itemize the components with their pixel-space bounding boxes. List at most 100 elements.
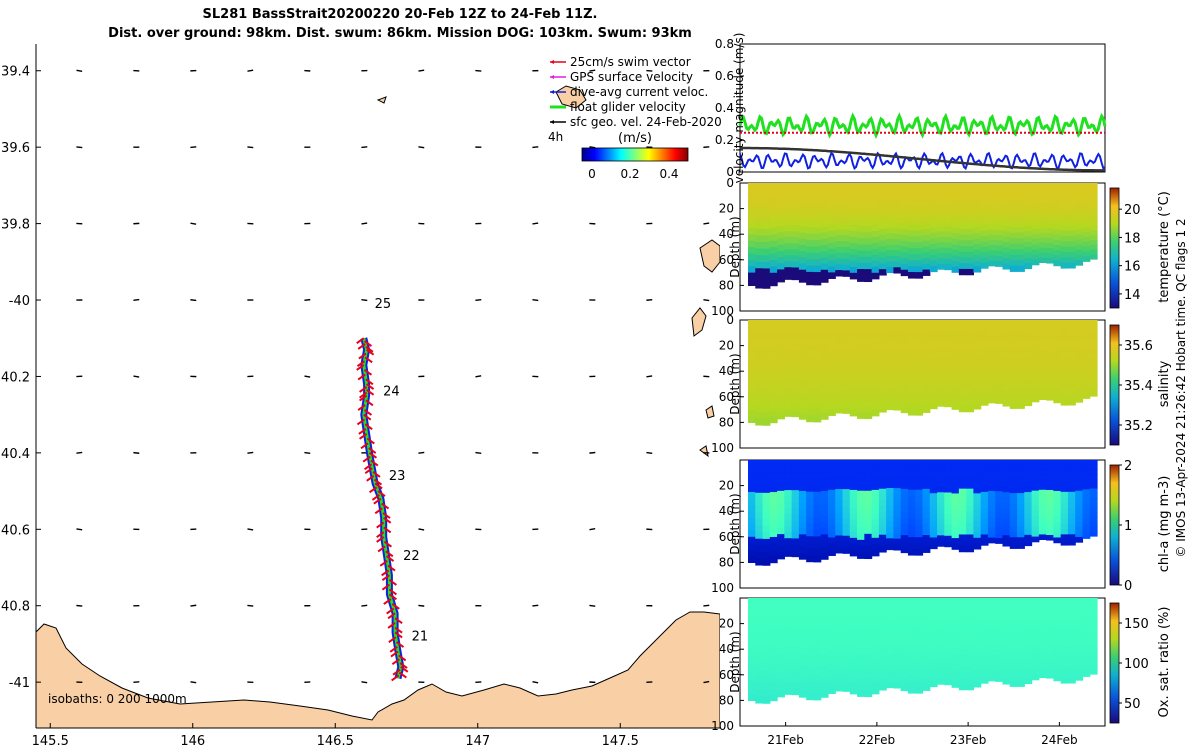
section-cell (871, 513, 880, 521)
section-cell (813, 402, 822, 410)
section-cell (973, 515, 982, 522)
section-cell (798, 226, 807, 234)
section-cell (835, 644, 844, 651)
section-cell (922, 377, 931, 385)
section-cell (842, 529, 851, 537)
geo-vector (133, 298, 140, 302)
swim-vector (381, 583, 390, 591)
section-cell (922, 523, 931, 530)
section-cell (827, 397, 836, 405)
section-cell (857, 677, 865, 685)
section-cell (1060, 624, 1069, 631)
section-cell (958, 500, 967, 507)
section-cell (857, 350, 865, 358)
section-cell (886, 510, 895, 517)
swim-vector (380, 502, 390, 510)
time-tick-label: 21Feb (767, 733, 804, 747)
section-cell (973, 465, 982, 472)
section-cell (1002, 209, 1011, 216)
section-cell (900, 517, 909, 525)
section-cell (1075, 511, 1084, 518)
swim-vector (358, 352, 367, 360)
section-cell (748, 536, 756, 544)
section-cell (813, 636, 822, 644)
section-cell (958, 517, 967, 524)
section-cell (820, 497, 829, 504)
geo-vector (646, 69, 653, 72)
section-cell (820, 388, 829, 395)
section-cell (878, 511, 887, 519)
section-cell (871, 183, 880, 190)
section-cell (791, 249, 800, 257)
section-cell (915, 212, 924, 220)
section-cell (777, 628, 785, 636)
section-cell (1002, 242, 1011, 249)
section-cell (755, 663, 764, 671)
section-cell (1002, 476, 1011, 483)
section-cell (849, 615, 858, 623)
section-cell (1082, 460, 1091, 466)
section-cell (1038, 237, 1047, 244)
section-cell (769, 655, 778, 663)
section-cell (864, 275, 873, 283)
section-cell (769, 694, 778, 702)
section-cell (1002, 508, 1011, 515)
section-cell (748, 498, 756, 506)
section-cell (987, 491, 996, 497)
section-cell (1067, 465, 1076, 472)
section-cell (820, 546, 829, 554)
section-cell (1082, 388, 1091, 394)
section-y-tick-label: 20 (719, 202, 734, 216)
section-cell (915, 501, 924, 509)
section-cell (1031, 360, 1040, 367)
section-cell (893, 348, 902, 355)
section-cell (806, 485, 815, 493)
section-cell (769, 649, 778, 657)
section-cell (1075, 391, 1084, 398)
section-cell (929, 325, 938, 332)
section-cell (958, 217, 967, 224)
section-cell (849, 495, 858, 503)
section-cell (827, 537, 836, 545)
section-cell (900, 183, 909, 190)
section-cell (777, 387, 785, 395)
section-cell (893, 194, 902, 201)
section-cell (929, 199, 938, 206)
section-cell (857, 363, 865, 370)
section-cell (1053, 340, 1062, 347)
section-cell (1024, 492, 1033, 499)
section-cell (791, 610, 800, 617)
section-cell (813, 642, 822, 650)
section-cell (987, 501, 996, 508)
geo-vector (190, 146, 197, 149)
section-cell (995, 538, 1004, 544)
section-cell (1017, 609, 1025, 616)
section-cell (951, 493, 960, 500)
section-cell (1031, 608, 1040, 614)
section-cell (1067, 481, 1076, 488)
section-cell (791, 466, 800, 473)
section-cell (1082, 671, 1091, 677)
section-cell (929, 680, 938, 688)
section-cell (1002, 236, 1011, 243)
section-cell (1038, 207, 1047, 214)
section-cell (849, 471, 858, 479)
section-cell (835, 512, 844, 519)
section-cell (842, 401, 851, 409)
section-cell (820, 226, 829, 234)
section-cell (1038, 519, 1047, 526)
section-cell (842, 673, 851, 681)
section-cell (893, 471, 902, 478)
section-cell (1053, 480, 1062, 487)
section-cell (842, 372, 851, 379)
section-cell (827, 403, 836, 411)
section-cell (864, 466, 873, 473)
section-cell (1075, 598, 1084, 604)
section-cell (922, 360, 931, 367)
section-cell (1082, 383, 1091, 390)
section-cell (915, 507, 924, 515)
section-cell (987, 532, 996, 539)
section-cell (1009, 194, 1018, 201)
section-cell (871, 657, 880, 665)
section-cell (966, 394, 974, 401)
